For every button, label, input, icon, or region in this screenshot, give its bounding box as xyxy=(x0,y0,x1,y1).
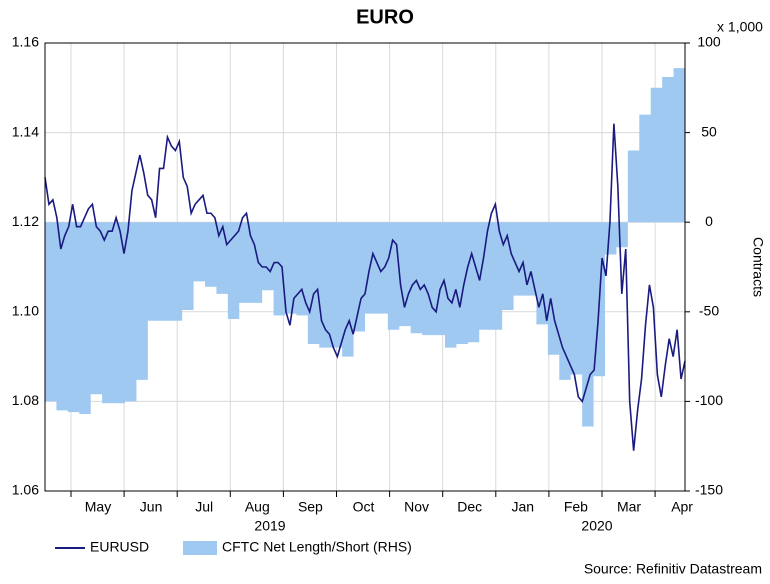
y2-tick-label: 50 xyxy=(701,123,717,139)
chart-title: EURO xyxy=(356,6,414,28)
y2-axis-title: Contracts xyxy=(750,237,766,297)
y2-tick-label: -150 xyxy=(695,482,723,498)
x-tick-label: May xyxy=(85,499,111,515)
source: Source: Refinitiv Datastream xyxy=(584,561,762,577)
x-tick-label: Dec xyxy=(457,499,482,515)
x-tick-label: Nov xyxy=(404,499,429,515)
y-tick-label: 1.08 xyxy=(12,392,39,408)
x-tick-label: Mar xyxy=(617,499,641,515)
x-tick-label: Aug xyxy=(245,499,270,515)
x-tick-label: Jul xyxy=(195,499,213,515)
legend-label: EURUSD xyxy=(90,539,149,555)
y2-tick-label: -50 xyxy=(699,303,719,319)
y2-unit: x 1,000 xyxy=(717,19,763,35)
legend-label: CFTC Net Length/Short (RHS) xyxy=(222,539,412,555)
line xyxy=(44,123,686,451)
legend-swatch xyxy=(183,541,217,555)
y-tick-label: 1.10 xyxy=(12,303,39,319)
y2-tick-label: -100 xyxy=(695,392,723,408)
x-tick-label: Jan xyxy=(512,499,535,515)
y-tick-label: 1.06 xyxy=(12,482,39,498)
x-tick-label: Apr xyxy=(671,499,693,515)
y2-tick-label: 100 xyxy=(697,34,721,50)
x-tick-label: Oct xyxy=(353,499,375,515)
x-year-label: 2019 xyxy=(254,518,285,534)
y-tick-label: 1.14 xyxy=(12,123,39,139)
x-year-label: 2020 xyxy=(581,518,612,534)
y-tick-label: 1.16 xyxy=(12,34,39,50)
x-tick-label: Sep xyxy=(298,499,323,515)
y-tick-label: 1.12 xyxy=(12,213,39,229)
area xyxy=(45,68,685,427)
x-tick-label: Feb xyxy=(564,499,588,515)
plot-frame xyxy=(44,42,686,492)
x-tick-label: Jun xyxy=(140,499,163,515)
y2-tick-label: 0 xyxy=(705,213,713,229)
